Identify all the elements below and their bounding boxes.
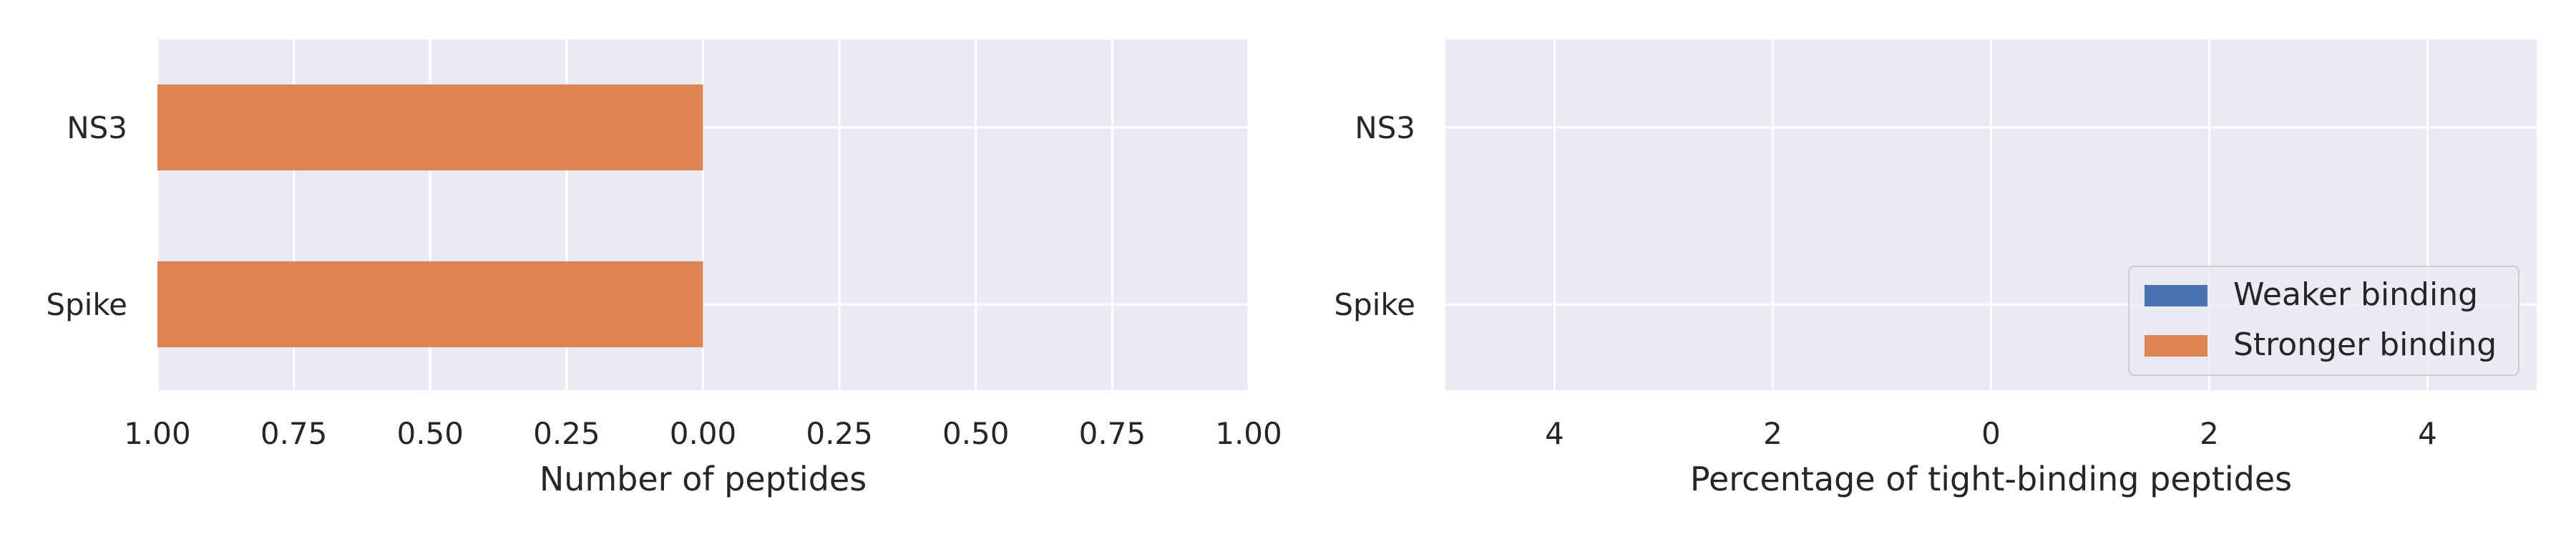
bar-stronger-binding-spike [157, 261, 703, 347]
x-tick-label: 0.25 [533, 416, 600, 451]
x-tick-label: 1.00 [124, 416, 191, 451]
x-tick-label: 0.50 [942, 416, 1010, 451]
legend-label: Stronger binding [2233, 326, 2497, 363]
bar-stronger-binding-ns3 [157, 84, 703, 170]
legend-swatch-stronger-binding [2145, 335, 2207, 357]
x-tick-label: 0.75 [1079, 416, 1146, 451]
x-tick-label: 2 [2200, 416, 2219, 451]
x-tick-label: 2 [1763, 416, 1782, 451]
y-tick-label: Spike [1334, 287, 1415, 322]
x-tick-label: 0 [1981, 416, 2001, 451]
y-tick-label: NS3 [1355, 110, 1415, 145]
chart-panel-right: NS3 Spike 4 2 0 2 4 Percentage of tight-binding… [1334, 39, 2537, 498]
x-tick-label: 4 [1545, 416, 1564, 451]
x-tick-label: 0.25 [806, 416, 873, 451]
y-tick-label: NS3 [67, 110, 127, 145]
y-tick-label: Spike [46, 287, 127, 322]
x-tick-label: 4 [2418, 416, 2437, 451]
x-tick-label: 0.50 [396, 416, 464, 451]
legend-box [2128, 266, 2519, 376]
x-axis-label: Number of peptides [540, 460, 867, 498]
x-tick-label: 0.00 [670, 416, 737, 451]
legend-label: Weaker binding [2233, 276, 2478, 313]
x-tick-label: 1.00 [1215, 416, 1282, 451]
x-tick-label: 0.75 [260, 416, 328, 451]
x-axis-label: Percentage of tight-binding peptides [1690, 460, 2292, 498]
legend-swatch-weaker-binding [2145, 285, 2207, 306]
chart-panel-left: NS3 Spike 1.00 0.75 0.50 0.25 0.00 0.25 0.50 0.75… [46, 39, 1282, 498]
legend: Weaker binding Stronger binding [2128, 266, 2519, 376]
